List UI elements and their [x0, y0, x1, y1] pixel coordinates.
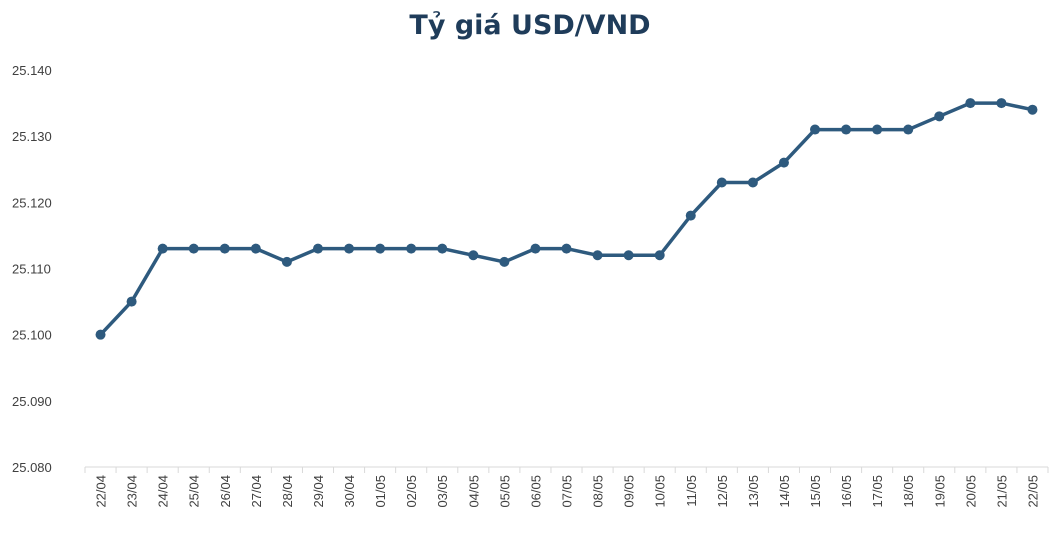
data-point — [468, 250, 479, 261]
x-tick-label: 06/05 — [528, 475, 543, 508]
data-point — [312, 243, 323, 254]
data-point — [778, 157, 789, 168]
x-tick-label: 18/05 — [901, 475, 916, 508]
data-point — [685, 210, 696, 221]
x-tick-label: 16/05 — [839, 475, 854, 508]
data-point — [406, 243, 417, 254]
x-tick-label: 03/05 — [435, 475, 450, 508]
y-tick-label: 25.120 — [12, 195, 52, 210]
x-tick-label: 13/05 — [746, 475, 761, 508]
x-tick-label: 20/05 — [963, 475, 978, 508]
data-point — [623, 250, 634, 261]
data-point — [157, 243, 168, 254]
x-tick-label: 08/05 — [591, 475, 606, 508]
x-tick-label: 22/05 — [1025, 475, 1040, 508]
data-point — [903, 124, 914, 135]
data-point — [530, 243, 541, 254]
x-tick-label: 05/05 — [497, 475, 512, 508]
y-tick-label: 25.110 — [12, 262, 51, 277]
x-tick-label: 27/04 — [249, 475, 264, 508]
data-point — [281, 256, 292, 267]
x-tick-label: 23/04 — [125, 475, 140, 508]
data-point — [95, 329, 106, 340]
x-tick-label: 15/05 — [808, 475, 823, 508]
x-tick-label: 29/04 — [311, 475, 326, 508]
x-tick-label: 30/04 — [342, 475, 357, 508]
x-tick-label: 24/04 — [156, 475, 171, 508]
data-point — [219, 243, 230, 254]
data-point — [592, 250, 603, 261]
x-tick-label: 19/05 — [932, 475, 947, 508]
x-tick-label: 12/05 — [715, 475, 730, 508]
x-tick-label: 26/04 — [218, 475, 233, 508]
series-group — [95, 98, 1038, 340]
chart-title: Tỷ giá USD/VND — [409, 10, 651, 41]
x-tick-label: 09/05 — [622, 475, 637, 508]
x-tick-label: 04/05 — [466, 475, 481, 508]
y-tick-label: 25.100 — [12, 328, 52, 343]
x-tick-label: 11/05 — [684, 475, 699, 507]
data-point — [934, 111, 945, 122]
x-tick-label: 17/05 — [870, 475, 885, 508]
x-tick-label: 07/05 — [560, 475, 575, 508]
x-tick-label: 14/05 — [777, 475, 792, 508]
y-tick-label: 25.130 — [12, 129, 52, 144]
data-point — [841, 124, 852, 135]
x-tick-label: 21/05 — [994, 475, 1009, 508]
data-point — [654, 250, 665, 261]
data-point — [996, 98, 1007, 109]
y-tick-label: 25.080 — [12, 460, 52, 475]
x-tick-label: 22/04 — [94, 475, 109, 508]
x-tick-label: 01/05 — [373, 475, 388, 508]
x-axis: 22/04 23/04 24/04 25/04 26/04 27/04 28/04 29/04… — [84, 466, 1049, 508]
x-tick-label: 25/04 — [187, 475, 202, 508]
data-point — [810, 124, 821, 135]
data-point — [126, 296, 137, 307]
data-point — [499, 256, 510, 267]
y-tick-label: 25.090 — [12, 394, 52, 409]
data-point — [965, 98, 976, 109]
x-tick-label: 28/04 — [280, 475, 295, 508]
x-tick-label: 10/05 — [653, 475, 668, 508]
data-point — [1027, 104, 1038, 115]
data-point — [872, 124, 883, 135]
x-tick-label: 02/05 — [404, 475, 419, 508]
data-point — [561, 243, 572, 254]
data-point — [344, 243, 355, 254]
series-line — [99, 101, 1033, 336]
data-point — [747, 177, 758, 188]
data-point — [375, 243, 386, 254]
y-axis: 25.080 25.090 25.100 25.110 25.120 25.130 25.1… — [12, 63, 52, 475]
data-point — [437, 243, 448, 254]
data-point — [250, 243, 261, 254]
data-point — [716, 177, 727, 188]
data-point — [188, 243, 199, 254]
y-tick-label: 25.140 — [12, 63, 52, 78]
